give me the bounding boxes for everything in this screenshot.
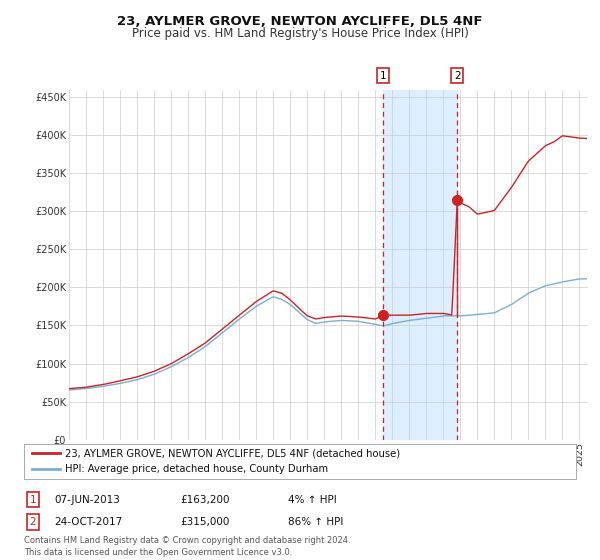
Text: Contains HM Land Registry data © Crown copyright and database right 2024.
This d: Contains HM Land Registry data © Crown c… <box>24 536 350 557</box>
Text: 1: 1 <box>379 71 386 81</box>
Text: £315,000: £315,000 <box>180 517 229 527</box>
Text: 2: 2 <box>454 71 460 81</box>
Text: 23, AYLMER GROVE, NEWTON AYCLIFFE, DL5 4NF (detached house): 23, AYLMER GROVE, NEWTON AYCLIFFE, DL5 4… <box>65 448 401 458</box>
Bar <box>383 90 457 440</box>
Text: 86% ↑ HPI: 86% ↑ HPI <box>288 517 343 527</box>
Text: 4% ↑ HPI: 4% ↑ HPI <box>288 494 337 505</box>
Text: 07-JUN-2013: 07-JUN-2013 <box>54 494 120 505</box>
Text: Price paid vs. HM Land Registry's House Price Index (HPI): Price paid vs. HM Land Registry's House … <box>131 27 469 40</box>
Text: £163,200: £163,200 <box>180 494 229 505</box>
Text: 23, AYLMER GROVE, NEWTON AYCLIFFE, DL5 4NF: 23, AYLMER GROVE, NEWTON AYCLIFFE, DL5 4… <box>117 15 483 28</box>
Text: 24-OCT-2017: 24-OCT-2017 <box>54 517 122 527</box>
Text: HPI: Average price, detached house, County Durham: HPI: Average price, detached house, Coun… <box>65 464 329 474</box>
Text: 2: 2 <box>29 517 37 527</box>
Text: 1: 1 <box>29 494 37 505</box>
